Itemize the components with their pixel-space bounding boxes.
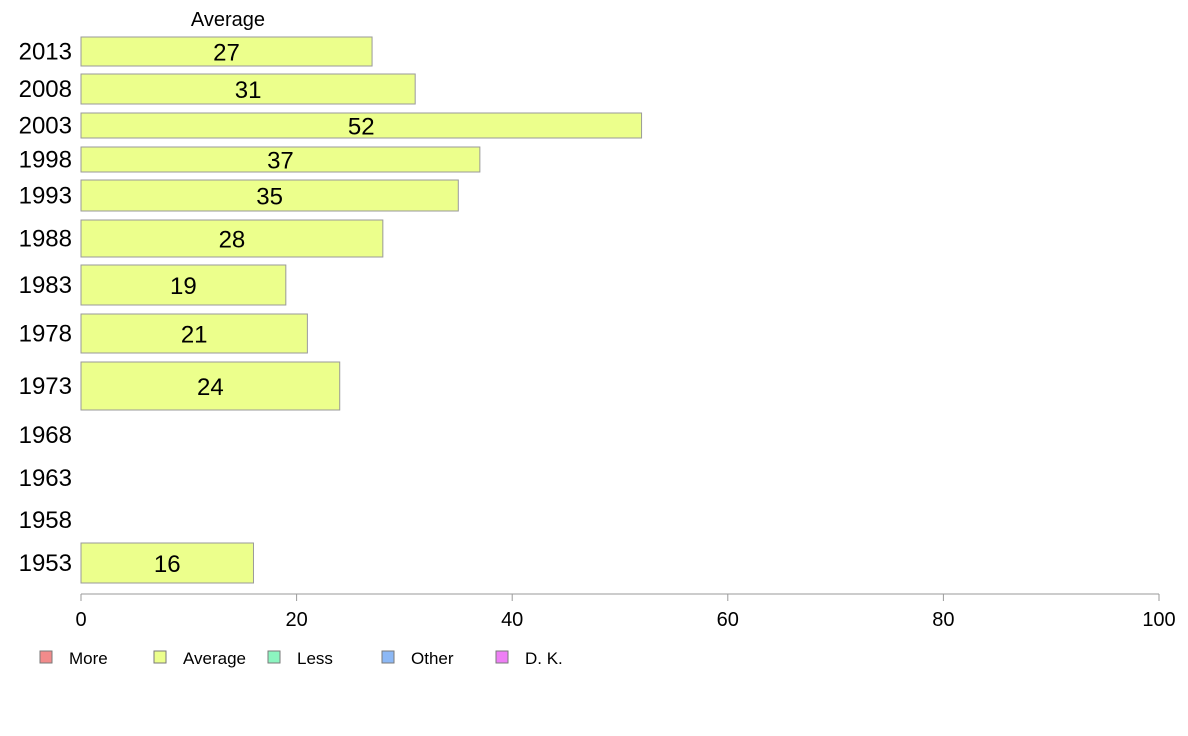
data-label: 24 bbox=[197, 374, 224, 401]
category-label: 1978 bbox=[19, 321, 72, 348]
category-label: 1968 bbox=[19, 422, 72, 449]
bar bbox=[80, 542, 254, 584]
bar bbox=[80, 313, 308, 354]
legend-swatch bbox=[39, 650, 53, 664]
bar bbox=[80, 361, 341, 411]
category-label: 1958 bbox=[19, 507, 72, 534]
legend-label: Other bbox=[411, 649, 454, 668]
x-tick-label: 60 bbox=[717, 609, 739, 631]
category-label: 2013 bbox=[19, 39, 72, 66]
bar bbox=[80, 264, 287, 306]
bar bbox=[80, 146, 481, 173]
category-label: 1983 bbox=[19, 272, 72, 299]
legend-swatch bbox=[267, 650, 281, 664]
legend-label: D. K. bbox=[525, 649, 563, 668]
category-label: 1953 bbox=[19, 550, 72, 577]
data-label: 27 bbox=[213, 40, 240, 67]
bar bbox=[80, 36, 373, 67]
category-labels: 2013 2008 2003 1998 1993 1988 1983 1978 1973 1968… bbox=[19, 39, 72, 578]
category-label: 1963 bbox=[19, 465, 72, 492]
category-label: 1988 bbox=[19, 226, 72, 253]
data-label: 21 bbox=[181, 322, 208, 349]
category-label: 2003 bbox=[19, 113, 72, 140]
x-axis: 0 20 40 60 80 100 bbox=[75, 593, 1176, 631]
data-label: 37 bbox=[267, 148, 294, 175]
legend-swatch bbox=[495, 650, 509, 664]
x-tick-label: 40 bbox=[501, 609, 523, 631]
data-label: 16 bbox=[154, 551, 181, 578]
bar bbox=[80, 179, 459, 212]
bar bbox=[80, 219, 384, 258]
bars-group: 27 31 52 37 35 28 19 21 24 16 bbox=[80, 36, 643, 584]
legend: More Average Less Other D. K. bbox=[39, 649, 563, 668]
bar bbox=[80, 73, 416, 105]
data-label: 28 bbox=[219, 227, 246, 254]
legend-label: Less bbox=[297, 649, 333, 668]
data-label: 19 bbox=[170, 273, 197, 300]
legend-label: More bbox=[69, 649, 108, 668]
data-label: 52 bbox=[348, 114, 375, 141]
category-label: 1998 bbox=[19, 147, 72, 174]
bar bbox=[80, 112, 643, 139]
x-tick-label: 100 bbox=[1142, 609, 1175, 631]
category-label: 1993 bbox=[19, 183, 72, 210]
category-label: 1973 bbox=[19, 373, 72, 400]
x-tick-label: 0 bbox=[75, 609, 86, 631]
data-label: 35 bbox=[256, 184, 283, 211]
legend-label: Average bbox=[183, 649, 246, 668]
legend-swatch bbox=[381, 650, 395, 664]
legend-swatch bbox=[153, 650, 167, 664]
data-label: 31 bbox=[235, 77, 262, 104]
x-tick-label: 80 bbox=[932, 609, 954, 631]
x-tick-label: 20 bbox=[285, 609, 307, 631]
series-title: Average bbox=[191, 9, 265, 31]
category-label: 2008 bbox=[19, 76, 72, 103]
